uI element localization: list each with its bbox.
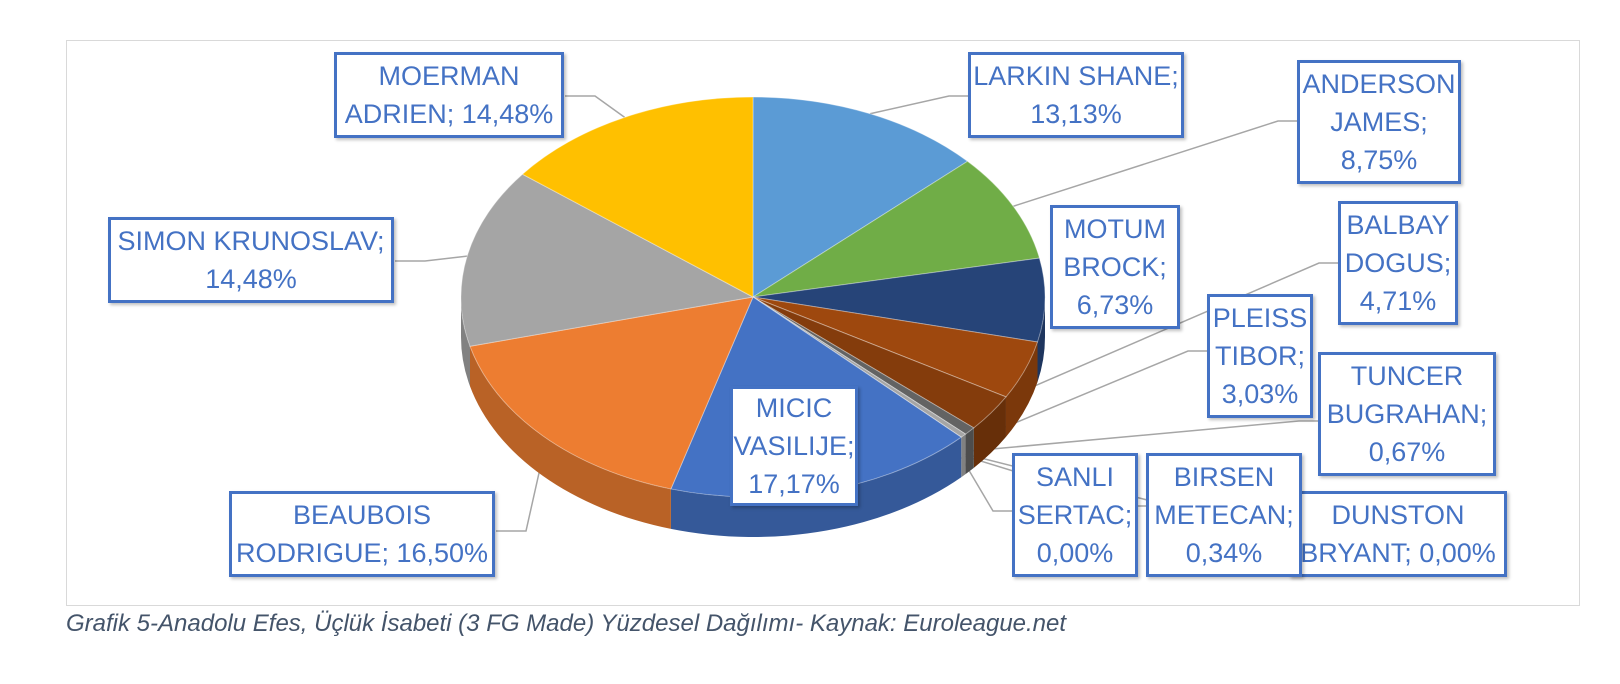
data-label-line: MICIC [755,393,833,423]
data-label-line: 14,48% [205,264,297,294]
data-label-line: 3,03% [1221,379,1299,409]
pie-slice-motum-brock [752,257,1046,343]
leader-line-tuncer-bugrahan [969,420,1319,452]
data-label-line: VASILIJE; [733,431,855,461]
data-label-line: SERTAC; [1017,500,1133,530]
leader-line-sanli-sertac [960,456,1013,512]
pie-slice-simon-krunoslav [460,173,755,347]
data-label-moerman-adrien: MOERMAN ADRIEN; 14,48% [334,52,564,138]
pie-side-beaubois-rodrigue [470,346,671,529]
pie-slice-anderson-james [752,160,1041,298]
data-label-line: DUNSTON [1331,500,1465,530]
data-label-line: 0,00% [1036,538,1114,568]
pie-slice-moerman-adrien [521,96,754,298]
leader-line-simon-krunoslav [395,255,468,262]
data-label-line: BRYANT; 0,00% [1300,538,1496,568]
data-label-line: SANLI [1035,462,1115,492]
data-label-line: BIRSEN [1173,462,1275,492]
data-label-anderson-james: ANDERSON JAMES; 8,75% [1297,60,1461,184]
data-label-larkin-shane: LARKIN SHANE; 13,13% [968,52,1184,138]
data-label-line: ANDERSON [1302,69,1456,99]
pie-side-pleiss-tibor [973,396,1006,468]
data-label-birsen-metecan: BIRSEN METECAN; 0,34% [1146,453,1302,577]
data-label-line: TUNCER [1350,361,1464,391]
chart-caption: Grafik 5-Anadolu Efes, Üçlük İsabeti (3 … [66,610,1067,637]
leader-line-balbay-dogus [1024,262,1339,391]
data-label-line: SIMON KRUNOSLAV; [117,226,385,256]
pie-slice-balbay-dogus [752,296,1039,398]
leader-line-beaubois-rodrigue [496,455,544,532]
data-label-line: ADRIEN; 14,48% [344,99,554,129]
leader-line-larkin-shane [869,95,969,115]
pie-side-motum-brock [1037,297,1045,383]
data-label-line: MOTUM [1064,214,1166,244]
data-label-line: 8,75% [1340,145,1418,175]
pie-slice-beaubois-rodrigue [469,296,754,490]
data-label-line: 13,13% [1030,99,1122,129]
pie-side-tuncer-bugrahan [965,427,974,475]
data-label-line: 6,73% [1076,290,1154,320]
leader-line-moerman-adrien [565,95,626,118]
data-label-line: TIBOR; [1214,341,1305,371]
data-label-line: 4,71% [1359,286,1437,316]
data-label-line: 0,67% [1368,437,1446,467]
leader-line-anderson-james [1013,120,1298,207]
data-label-line: JAMES; [1330,107,1428,137]
data-label-balbay-dogus: BALBAY DOGUS; 4,71% [1338,201,1458,325]
pie-slice-larkin-shane [752,96,969,298]
data-label-line: METECAN; [1154,500,1294,530]
pie-side-micic-vasilije [670,437,962,537]
data-label-line: BALBAY [1346,210,1450,240]
data-label-motum-brock: MOTUM BROCK; 6,73% [1050,205,1180,329]
data-label-line: LARKIN SHANE; [973,61,1179,91]
data-label-beaubois-rodrigue: BEAUBOIS RODRIGUE; 16,50% [229,491,495,577]
data-label-line: 0,34% [1185,538,1263,568]
pie-side-simon-krunoslav [461,297,471,387]
data-label-dunston-bryant: DUNSTON BRYANT; 0,00% [1289,491,1507,577]
pie-slice-pleiss-tibor [752,296,1007,429]
data-label-micic-vasilije: MICIC VASILIJE; 17,17% [730,386,858,506]
pie-side-balbay-dogus [1005,342,1038,437]
pie-side-birsen-metecan [961,434,966,478]
data-label-line: 17,17% [748,469,840,499]
pie-slice-birsen-metecan [752,296,967,438]
data-label-line: BUGRAHAN; [1326,399,1488,429]
data-label-line: BEAUBOIS [292,500,432,530]
pie-slice-dunston-bryant [752,296,966,435]
data-label-simon-krunoslav: SIMON KRUNOSLAV; 14,48% [108,217,394,303]
data-label-tuncer-bugrahan: TUNCER BUGRAHAN; 0,67% [1318,352,1496,476]
data-label-sanli-sertac: SANLI SERTAC; 0,00% [1012,453,1138,577]
data-label-line: RODRIGUE; 16,50% [235,538,489,568]
pie-slice-tuncer-bugrahan [752,296,975,435]
data-label-line: DOGUS; [1344,248,1452,278]
leader-line-pleiss-tibor [990,350,1208,434]
data-label-pleiss-tibor: PLEISS TIBOR; 3,03% [1207,294,1313,418]
data-label-line: BROCK; [1063,252,1167,282]
data-label-line: PLEISS [1212,303,1308,333]
data-label-line: MOERMAN [378,61,520,91]
